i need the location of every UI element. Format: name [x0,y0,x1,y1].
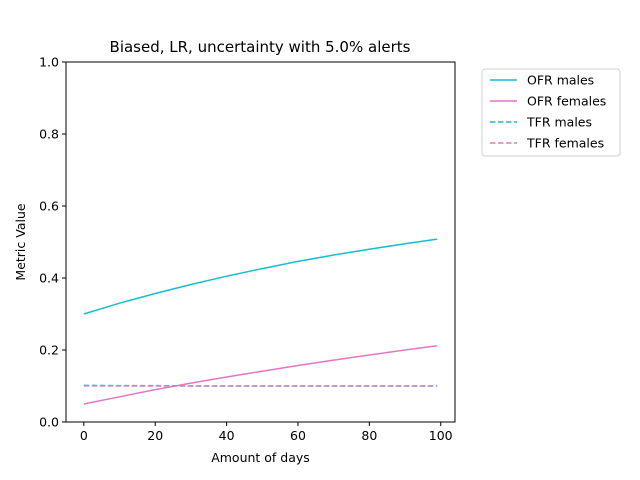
y-axis-label: Metric Value [13,203,28,280]
x-tick-label: 100 [429,428,453,443]
y-tick-label: 0.2 [39,343,59,358]
y-tick-label: 1.0 [39,55,59,70]
x-tick-label: 40 [219,428,235,443]
x-tick-label: 80 [361,428,377,443]
legend-label: TFR males [526,115,592,130]
legend-label: OFR males [527,73,594,88]
plot-frame [65,61,456,423]
x-axis: 0 20 40 60 80 100 [80,422,453,443]
legend-label: OFR females [527,94,606,109]
chart-title: Biased, LR, uncertainty with 5.0% alerts [110,38,411,56]
y-tick-label: 0.8 [39,127,59,142]
y-tick-label: 0.0 [39,415,59,430]
y-tick-label: 0.6 [39,199,59,214]
legend: OFR males OFR females TFR males TFR females [481,68,621,157]
y-axis: 0.0 0.2 0.4 0.6 0.8 1.0 [39,55,66,430]
legend-label: TFR females [526,136,604,151]
series-line-ofr-females [83,344,438,405]
plot-area [83,238,438,405]
series-line-ofr-males [83,238,438,315]
x-tick-label: 60 [290,428,306,443]
x-tick-label: 20 [147,428,163,443]
x-tick-label: 0 [80,428,88,443]
y-tick-label: 0.4 [39,271,59,286]
x-axis-label: Amount of days [211,450,310,465]
legend-box [481,68,621,157]
